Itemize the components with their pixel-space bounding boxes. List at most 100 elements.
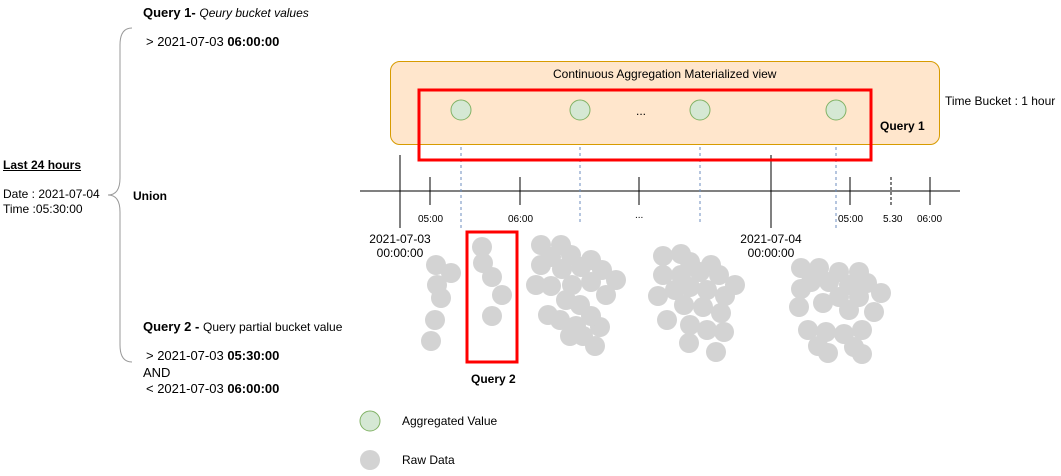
tick-label: 05:00 xyxy=(838,214,864,225)
raw-point xyxy=(709,265,729,285)
query2-condition-1-date: > 2021-07-03 xyxy=(146,348,224,363)
raw-point xyxy=(789,297,809,317)
raw-point xyxy=(665,280,685,300)
raw-point xyxy=(791,258,811,278)
day-next-time: 00:00:00 xyxy=(747,246,795,260)
raw-point xyxy=(581,306,601,326)
union-label: Union xyxy=(133,189,167,203)
raw-point xyxy=(492,285,512,305)
query2-label: Query 2 xyxy=(471,372,516,386)
query1-condition-time: 06:00:00 xyxy=(227,34,280,49)
legend-aggregated-label: Aggregated Value xyxy=(402,414,498,428)
day-start-date: 2021-07-03 xyxy=(369,232,431,246)
raw-data-points xyxy=(421,235,891,364)
legend-aggregated-marker xyxy=(359,410,381,432)
query1-title: Query 1- xyxy=(143,5,196,20)
raw-point xyxy=(711,303,731,323)
aggregated-point xyxy=(825,99,847,121)
query2-subtitle: Query partial bucket value xyxy=(202,320,343,334)
raw-point xyxy=(585,336,605,356)
raw-point xyxy=(648,286,668,306)
raw-point xyxy=(791,279,811,299)
tick-label: 06:00 xyxy=(917,214,943,225)
raw-point xyxy=(552,259,572,279)
query2-condition-2-time: 06:00:00 xyxy=(227,381,280,396)
day-start-label: 2021-07-03 00:00:00 xyxy=(367,232,433,260)
query2-condition-1: > 2021-07-03 05:30:00 xyxy=(146,348,279,363)
tick-label: 06:00 xyxy=(508,214,534,225)
tick-label: ... xyxy=(635,210,644,221)
raw-point xyxy=(697,320,717,340)
query2-and: AND xyxy=(143,365,171,380)
raw-point xyxy=(679,333,699,353)
query2-condition-2-date: < 2021-07-03 xyxy=(146,381,224,396)
raw-point xyxy=(706,342,726,362)
raw-point xyxy=(531,255,551,275)
query2-highlight xyxy=(465,230,519,364)
raw-point xyxy=(482,267,502,287)
tick-label: 05:00 xyxy=(418,214,444,225)
aggregated-point xyxy=(689,99,711,121)
tick-label: 5.30 xyxy=(883,214,903,225)
cagg-materialized-view xyxy=(390,61,940,145)
raw-point xyxy=(657,310,677,330)
range-label: Last 24 hours xyxy=(3,158,82,172)
raw-point xyxy=(482,306,502,326)
raw-point xyxy=(653,246,673,266)
raw-point xyxy=(431,288,451,308)
query1-highlight xyxy=(417,88,873,162)
day-start-time: 00:00:00 xyxy=(376,246,424,260)
reference-date: Date : 2021-07-04 xyxy=(3,187,100,201)
time-bucket-label: Time Bucket : 1 hour xyxy=(945,94,1056,108)
query1-condition: > 2021-07-03 06:00:00 xyxy=(146,34,279,49)
raw-point xyxy=(541,276,561,296)
raw-point xyxy=(852,320,872,340)
raw-point xyxy=(813,293,833,313)
raw-point xyxy=(819,272,839,292)
aggregated-point xyxy=(569,99,591,121)
query2-condition-2: < 2021-07-03 06:00:00 xyxy=(146,381,279,396)
legend-raw-label: Raw Data xyxy=(402,453,455,467)
raw-point xyxy=(653,265,673,285)
raw-point xyxy=(426,255,446,275)
raw-point xyxy=(714,322,734,342)
raw-point xyxy=(680,277,700,297)
raw-point xyxy=(472,237,492,257)
raw-point xyxy=(818,343,838,363)
query2-condition-1-time: 05:30:00 xyxy=(227,348,280,363)
raw-point xyxy=(674,295,694,315)
raw-point xyxy=(562,275,582,295)
raw-point xyxy=(697,280,717,300)
cagg-title: Continuous Aggregation Materialized view xyxy=(553,67,777,81)
query1-condition-date: > 2021-07-03 xyxy=(146,34,224,49)
raw-point xyxy=(441,263,461,283)
cagg-ellipsis: ... xyxy=(636,104,647,118)
raw-point xyxy=(526,275,546,295)
day-next-date: 2021-07-04 xyxy=(740,232,802,246)
reference-time: Time :05:30:00 xyxy=(3,202,83,216)
query1-subtitle: Qeury bucket values xyxy=(199,6,309,20)
day-next-label: 2021-07-04 00:00:00 xyxy=(738,232,804,260)
raw-point xyxy=(680,315,700,335)
raw-point xyxy=(581,272,601,292)
query2-heading: Query 2 - Query partial bucket value xyxy=(143,319,342,334)
query1-label: Query 1 xyxy=(880,119,925,133)
timeline-ticks xyxy=(399,155,931,228)
raw-point xyxy=(798,320,818,340)
raw-point xyxy=(550,310,570,330)
raw-point xyxy=(690,262,710,282)
raw-point xyxy=(596,285,616,305)
raw-point xyxy=(864,302,884,322)
raw-point xyxy=(693,297,713,317)
query2-title: Query 2 - xyxy=(143,319,200,334)
aggregated-values xyxy=(450,99,847,121)
raw-point xyxy=(425,310,445,330)
aggregated-point xyxy=(450,99,472,121)
raw-point xyxy=(852,344,872,364)
legend-raw-marker xyxy=(360,450,380,470)
raw-point xyxy=(421,331,441,351)
raw-point xyxy=(606,270,626,290)
raw-point xyxy=(839,300,859,320)
